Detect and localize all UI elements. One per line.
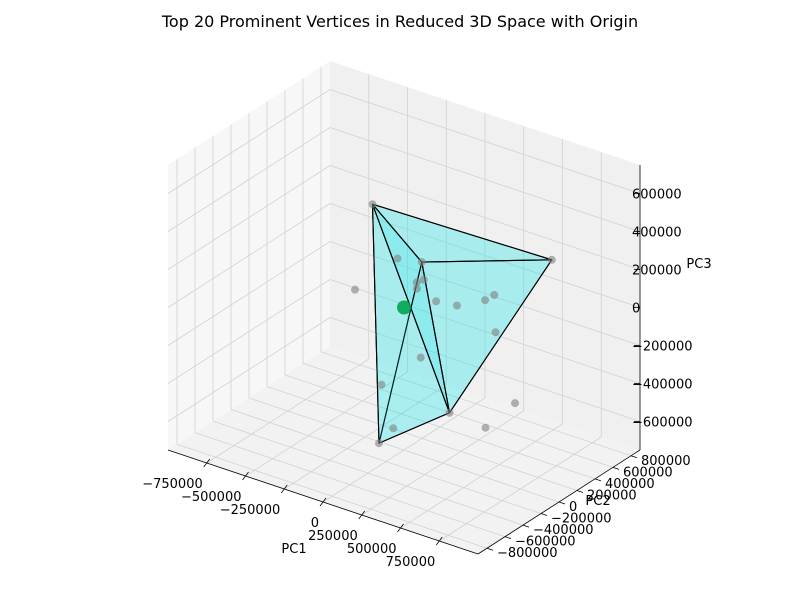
y-tick-label: 600000 — [623, 465, 673, 480]
grid-line-y — [320, 351, 632, 457]
data-point — [389, 424, 398, 433]
tick-mark — [358, 510, 366, 520]
data-points — [351, 200, 556, 448]
x-tick-label: 500000 — [347, 542, 397, 557]
data-point — [412, 284, 421, 293]
tick-mark — [504, 536, 512, 540]
grid-line-y — [212, 420, 524, 526]
grid-line-z — [167, 89, 331, 194]
tick-mark — [486, 547, 494, 551]
data-point — [416, 353, 425, 362]
y-axis-label: PC2 — [585, 494, 610, 509]
data-point — [368, 200, 377, 209]
data-point — [445, 408, 454, 417]
z-tick-label: −400000 — [632, 378, 693, 393]
y-tick-label: 0 — [569, 500, 577, 515]
y-tick-label: −800000 — [497, 546, 558, 561]
tick-mark — [630, 455, 638, 459]
grid-line-z — [167, 165, 331, 270]
y-tick-label: 200000 — [587, 488, 637, 503]
x-tick-label: 250000 — [308, 529, 358, 544]
tick-mark — [594, 478, 602, 482]
y-tick-label: 400000 — [605, 477, 655, 492]
data-point — [453, 301, 461, 310]
axis-labels: PC1 PC2 PC3 — [281, 257, 711, 557]
tick-mark — [242, 471, 249, 481]
tick-mark — [280, 484, 288, 494]
y-tick-label: −400000 — [533, 523, 594, 538]
tick-marks — [203, 193, 640, 551]
x-tick-label: 750000 — [386, 555, 436, 570]
z-tick-label: 400000 — [632, 226, 682, 241]
x-tick-label: −750000 — [142, 477, 203, 492]
data-point — [481, 296, 490, 305]
grid-line-y — [176, 443, 488, 549]
y-tick-label: −600000 — [515, 535, 576, 550]
data-point — [351, 285, 359, 294]
data-point — [491, 328, 500, 337]
tick-mark — [522, 524, 530, 528]
data-point — [547, 255, 556, 264]
z-tick-label: 200000 — [632, 264, 682, 279]
x-tick-label: −500000 — [181, 490, 242, 505]
tick-mark — [435, 536, 443, 546]
grid-line-z — [167, 241, 331, 346]
grid-line-z — [329, 241, 641, 346]
tick-labels: −750000−500000−2500000250000500000750000… — [142, 188, 692, 571]
y-tick-label: 800000 — [641, 454, 691, 469]
tick-mark — [203, 458, 211, 468]
grid-line-z — [329, 127, 641, 232]
data-point — [432, 297, 441, 306]
grid-line-y — [266, 386, 578, 491]
z-tick-label: −200000 — [632, 340, 693, 355]
hull-face — [371, 203, 451, 444]
grid-line-y — [284, 374, 596, 480]
y-tick-label: −200000 — [551, 512, 612, 527]
data-point — [412, 278, 421, 287]
tick-mark — [540, 513, 548, 516]
grid-line-y — [194, 432, 506, 538]
x-tick-label: −250000 — [220, 503, 281, 518]
grid-line-z — [167, 279, 331, 384]
data-point — [481, 423, 490, 432]
tick-mark — [558, 501, 566, 505]
grid-lines — [167, 66, 641, 549]
chart-title: Top 20 Prominent Vertices in Reduced 3D … — [161, 12, 639, 31]
grid-line-z — [167, 127, 331, 232]
data-point — [375, 439, 383, 448]
grid-line-y — [248, 397, 560, 503]
grid-line-y — [302, 362, 614, 468]
origin-point — [397, 300, 411, 315]
data-point — [417, 258, 426, 267]
data-point — [377, 380, 386, 389]
data-point — [419, 275, 428, 284]
z-tick-label: −600000 — [632, 416, 693, 431]
data-point — [490, 290, 499, 299]
x-tick-label: 0 — [311, 516, 319, 531]
grid-line-z — [329, 89, 641, 194]
convex-hull — [371, 203, 553, 444]
grid-line-y — [230, 409, 542, 514]
grid-line-z — [329, 279, 641, 384]
data-point — [393, 254, 402, 263]
tick-mark — [319, 497, 327, 507]
grid-line-z — [329, 317, 641, 422]
tick-mark — [612, 466, 620, 470]
tick-mark — [576, 490, 584, 493]
grid-line-z — [329, 165, 641, 270]
z-tick-label: 0 — [632, 302, 640, 317]
grid-line-z — [167, 203, 331, 308]
data-point — [511, 399, 519, 408]
grid-line-z — [329, 203, 641, 308]
grid-line-z — [167, 317, 331, 422]
z-axis-label: PC3 — [686, 257, 711, 272]
tick-mark — [397, 523, 404, 533]
x-axis-label: PC1 — [281, 542, 306, 557]
z-tick-label: 600000 — [632, 188, 682, 203]
